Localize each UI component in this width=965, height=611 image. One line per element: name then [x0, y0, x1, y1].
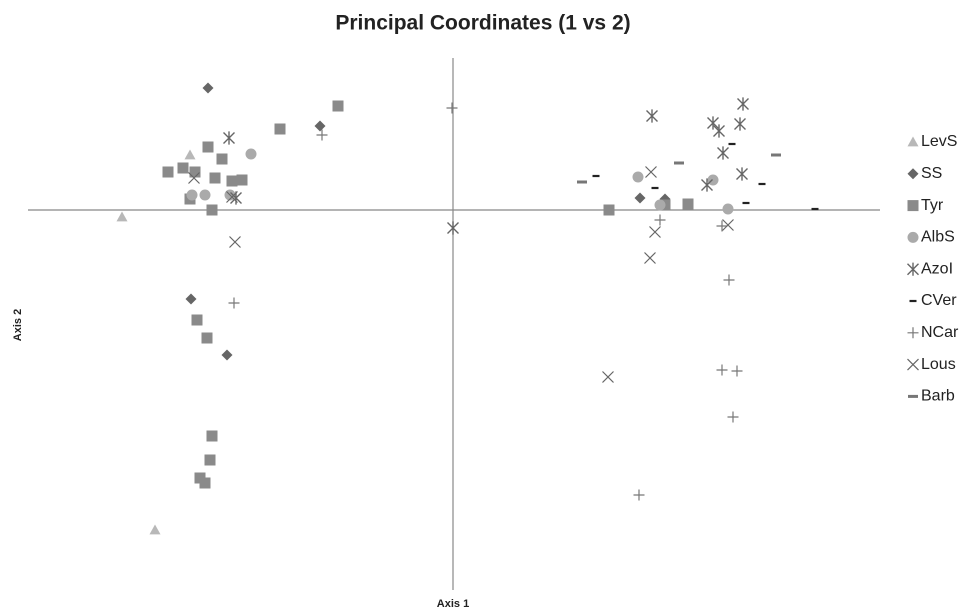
marker-square [226, 175, 238, 187]
marker-square [162, 166, 174, 178]
marker-plus [446, 102, 458, 114]
legend-label: Lous [921, 356, 956, 373]
marker-asterisk [646, 109, 658, 123]
legend-marker [907, 262, 919, 276]
marker-plus [723, 274, 735, 286]
marker-diamond [202, 82, 214, 94]
marker-plus [228, 297, 240, 309]
marker-triangle [184, 149, 196, 160]
marker-circle [632, 171, 644, 183]
marker-asterisk [713, 124, 725, 138]
x-axis-label: Axis 1 [437, 598, 469, 610]
legend-marker [907, 231, 919, 243]
marker-square [332, 100, 344, 112]
legend-label: CVer [921, 292, 957, 309]
marker-asterisk [701, 178, 713, 192]
legend-marker [907, 358, 919, 371]
legend-label: Barb [921, 388, 955, 405]
marker-square [177, 162, 189, 174]
marker-cross [602, 371, 614, 383]
legend-label: AlbS [921, 229, 955, 246]
marker-square [216, 153, 228, 165]
chart-title: Principal Coordinates (1 vs 2) [335, 12, 630, 35]
marker-circle [245, 148, 257, 160]
marker-square [191, 314, 203, 326]
marker-square [204, 454, 216, 466]
marker-square [202, 141, 214, 153]
marker-asterisk [717, 146, 729, 160]
marker-cross [649, 226, 661, 238]
marker-plus [654, 214, 666, 226]
marker-cross [645, 166, 657, 178]
marker-circle [654, 199, 666, 211]
marker-circle [722, 203, 734, 215]
marker-square [201, 332, 213, 344]
marker-plus [716, 364, 728, 376]
marker-plus [633, 489, 645, 501]
marker-plus [731, 365, 743, 377]
legend-marker [907, 136, 919, 147]
marker-square [189, 166, 201, 178]
marker-plus [716, 220, 728, 232]
marker-plus [316, 129, 328, 141]
legend-marker [907, 168, 919, 180]
marker-diamond [634, 192, 646, 204]
marker-square [236, 174, 248, 186]
legend-label: AzoI [921, 260, 953, 277]
legend-label: NCar [921, 324, 959, 341]
marker-plus [727, 411, 739, 423]
marker-square [682, 198, 694, 210]
marker-asterisk [707, 116, 719, 130]
marker-square [206, 204, 218, 216]
marker-asterisk [737, 97, 749, 111]
legend-label: LevS [921, 133, 957, 150]
marker-cross [188, 172, 200, 184]
marker-circle [199, 189, 211, 201]
legend-marker [907, 200, 919, 212]
marker-diamond [185, 293, 197, 305]
marker-asterisk [736, 167, 748, 181]
marker-diamond [314, 120, 326, 132]
marker-circle [186, 189, 198, 201]
marker-asterisk [447, 221, 459, 235]
legend-label: Tyr [921, 197, 944, 214]
marker-square [274, 123, 286, 135]
marker-diamond [221, 349, 233, 361]
legend-marker [907, 327, 919, 339]
y-axis-label: Axis 2 [12, 309, 24, 341]
marker-cross [644, 252, 656, 264]
marker-triangle [149, 524, 161, 535]
marker-circle [707, 174, 719, 186]
marker-asterisk [734, 117, 746, 131]
marker-asterisk [223, 131, 235, 145]
marker-square [603, 204, 615, 216]
marker-cross [722, 219, 734, 231]
marker-cross [226, 191, 238, 203]
marker-square [209, 172, 221, 184]
marker-triangle [116, 211, 128, 222]
marker-cross [229, 236, 241, 248]
legend-label: SS [921, 165, 942, 182]
marker-square [199, 477, 211, 489]
marker-square [206, 430, 218, 442]
